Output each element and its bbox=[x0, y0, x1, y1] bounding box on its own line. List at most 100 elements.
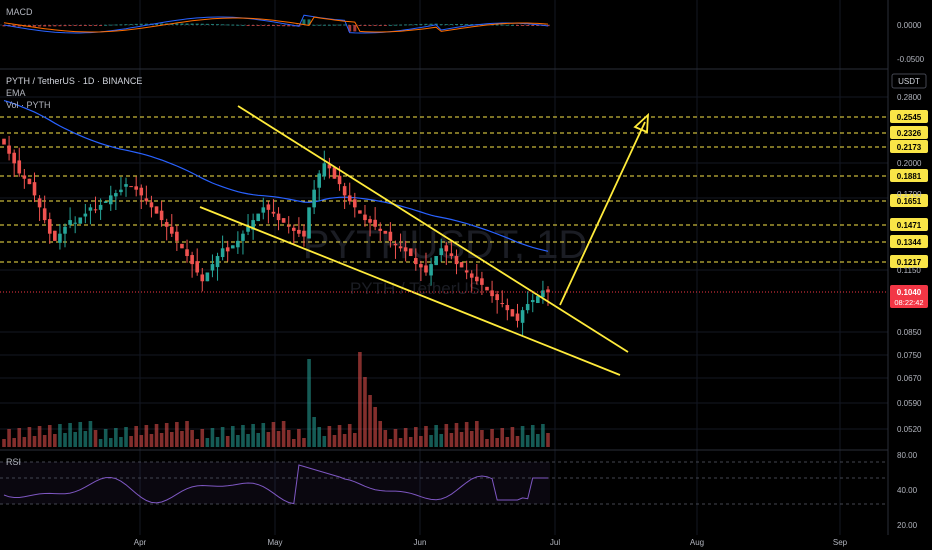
volume-bar bbox=[276, 431, 281, 447]
volume-bar bbox=[398, 438, 403, 447]
macd-histogram-bar bbox=[388, 24, 392, 26]
volume-bar bbox=[200, 429, 205, 447]
candle-body bbox=[393, 243, 398, 246]
macd-histogram-bar bbox=[33, 25, 37, 27]
volume-bar bbox=[246, 434, 250, 447]
price-tick-label: 0.0520 bbox=[897, 425, 922, 434]
volume-bar bbox=[241, 425, 245, 447]
level-tag-label: 0.1881 bbox=[897, 172, 922, 181]
candle-body bbox=[271, 211, 276, 214]
candle-body bbox=[88, 207, 93, 211]
candle-body bbox=[281, 218, 286, 223]
wedge-upper-line[interactable] bbox=[237, 105, 629, 353]
volume-bar bbox=[78, 422, 83, 447]
level-tag bbox=[890, 110, 928, 123]
volume-bar bbox=[286, 430, 291, 447]
candle-body bbox=[403, 247, 408, 252]
candle-body bbox=[536, 296, 540, 304]
volume-bar bbox=[261, 423, 266, 447]
macd-pane bbox=[0, 14, 550, 34]
macd-histogram-bar bbox=[495, 24, 499, 26]
price-tick-label: 0.1700 bbox=[897, 190, 922, 199]
indicator-ema-label[interactable]: EMA bbox=[6, 88, 26, 98]
candle-body bbox=[68, 220, 72, 225]
indicator-vol-label[interactable]: Vol · PYTH bbox=[6, 100, 51, 110]
time-tick-label: Jun bbox=[414, 538, 427, 547]
macd-histogram-bar bbox=[155, 23, 159, 25]
volume-bar bbox=[93, 430, 98, 447]
macd-histogram-bar bbox=[226, 24, 230, 26]
candle-body bbox=[363, 214, 367, 221]
currency-button[interactable] bbox=[891, 73, 927, 89]
level-tag-label: 0.2173 bbox=[897, 143, 922, 152]
volume-bar bbox=[327, 426, 332, 447]
macd-histogram-bar bbox=[378, 25, 382, 26]
volume-bar bbox=[464, 422, 469, 447]
candle-body bbox=[185, 249, 189, 257]
volume-bar bbox=[256, 433, 261, 447]
candles bbox=[2, 135, 550, 337]
volume-bar bbox=[180, 431, 184, 447]
volume-bar bbox=[536, 434, 540, 447]
candle-body bbox=[388, 231, 393, 241]
macd-histogram-bar bbox=[282, 25, 286, 27]
volume-bar bbox=[383, 430, 388, 447]
macd-histogram-bar bbox=[38, 25, 42, 27]
price-tick-label: 0.2800 bbox=[897, 93, 922, 102]
candle-body bbox=[490, 290, 494, 297]
macd-histogram-bar bbox=[119, 24, 123, 26]
candle-body bbox=[327, 164, 332, 169]
volume-bar bbox=[342, 434, 347, 447]
candle-body bbox=[291, 227, 296, 231]
candle-body bbox=[251, 220, 255, 230]
candle-body bbox=[515, 313, 520, 321]
volume-bar bbox=[434, 425, 438, 447]
macd-histogram-bar bbox=[195, 23, 199, 25]
macd-histogram-bar bbox=[83, 25, 87, 26]
macd-histogram-bar bbox=[94, 25, 98, 26]
level-tag bbox=[890, 194, 928, 207]
price-tick-label: 0.0750 bbox=[897, 351, 922, 360]
price-tick-label: 0.0590 bbox=[897, 399, 922, 408]
candle-body bbox=[347, 195, 352, 202]
price-axis[interactable]: 0.2545 0.2326 0.2173 0.1881 0.1651 0.1471 0.13… bbox=[890, 21, 928, 530]
macd-histogram-bar bbox=[241, 24, 245, 26]
volume-bar bbox=[134, 426, 138, 447]
candle-body bbox=[169, 226, 174, 234]
volume-bar bbox=[281, 421, 286, 447]
macd-histogram-bar bbox=[124, 24, 128, 26]
volume-bar bbox=[332, 435, 337, 447]
volume-bar bbox=[220, 427, 225, 447]
candle-body bbox=[124, 184, 128, 187]
macd-histogram-bar bbox=[332, 24, 336, 26]
candle-body bbox=[17, 160, 22, 174]
candle-body bbox=[525, 304, 530, 311]
symbol-title[interactable]: PYTH / TetherUS · 1D · BINANCE bbox=[6, 76, 142, 86]
volume-bar bbox=[119, 437, 123, 447]
volume-bar bbox=[485, 439, 489, 447]
candle-body bbox=[12, 152, 16, 164]
candle-body bbox=[297, 229, 301, 234]
macd-histogram-bar bbox=[521, 25, 525, 26]
volume-bar bbox=[154, 424, 159, 447]
watermark-name: PYTH / TetherUS bbox=[350, 279, 480, 298]
macd-histogram-bar bbox=[175, 23, 179, 25]
time-axis[interactable]: Apr May Jun Jul Aug Sep bbox=[134, 538, 848, 547]
price-tick-label: 0.2000 bbox=[897, 159, 922, 168]
candle-body bbox=[195, 261, 199, 273]
wedge-lower-line[interactable] bbox=[199, 206, 621, 376]
volume-bar bbox=[302, 438, 306, 447]
level-tag-label: 0.1651 bbox=[897, 197, 922, 206]
macd-histogram-bar bbox=[2, 25, 6, 27]
candle-body bbox=[286, 225, 291, 227]
candle-body bbox=[215, 256, 220, 268]
breakout-arrow-line[interactable] bbox=[559, 121, 646, 306]
candle-body bbox=[541, 290, 545, 298]
currency-button-label[interactable]: USDT bbox=[898, 77, 920, 86]
volume-bar bbox=[88, 421, 93, 447]
candle-body bbox=[154, 206, 159, 214]
rsi-tick-label: 20.00 bbox=[897, 521, 918, 530]
candle-body bbox=[505, 305, 510, 311]
volume-bar bbox=[307, 359, 311, 447]
